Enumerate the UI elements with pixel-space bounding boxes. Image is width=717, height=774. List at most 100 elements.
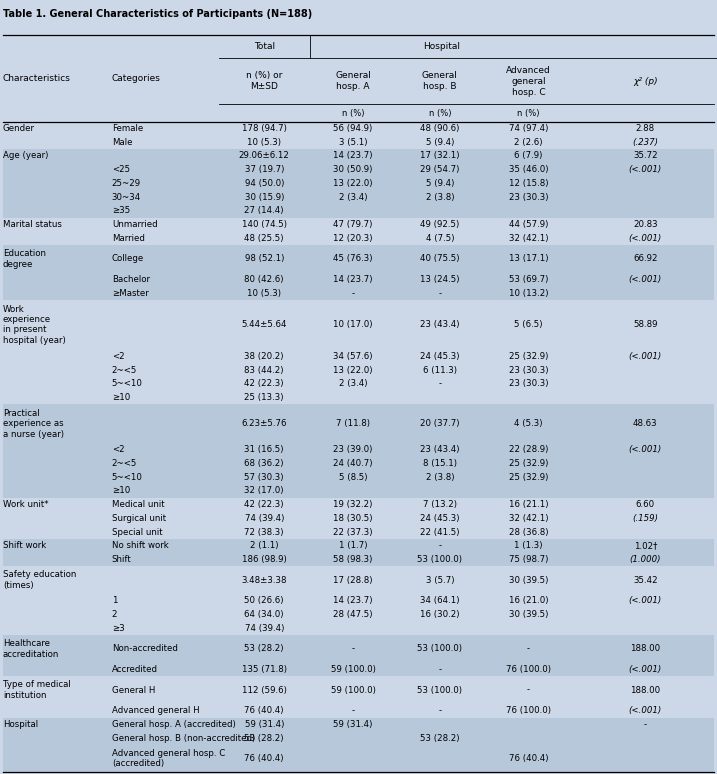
Text: 20.83: 20.83 (633, 220, 657, 229)
Text: 76 (100.0): 76 (100.0) (506, 706, 551, 715)
Text: 1 (1.7): 1 (1.7) (339, 541, 367, 550)
Text: -: - (527, 686, 530, 694)
Text: 19 (32.2): 19 (32.2) (333, 500, 373, 509)
Text: 2~<5: 2~<5 (112, 365, 137, 375)
Text: 140 (74.5): 140 (74.5) (242, 220, 287, 229)
Text: 30~34: 30~34 (112, 193, 141, 201)
Text: ≥10: ≥10 (112, 486, 130, 495)
Text: 10 (13.2): 10 (13.2) (508, 289, 549, 298)
Bar (3, 245, 714, 300)
Text: 24 (45.3): 24 (45.3) (420, 514, 460, 523)
Text: ≥3: ≥3 (112, 624, 125, 633)
Text: 178 (94.7): 178 (94.7) (242, 124, 287, 133)
Text: 188.00: 188.00 (630, 686, 660, 694)
Text: 13 (17.1): 13 (17.1) (508, 255, 549, 263)
Text: 20 (37.7): 20 (37.7) (420, 420, 460, 428)
Text: 74 (97.4): 74 (97.4) (509, 124, 548, 133)
Text: 3 (5.1): 3 (5.1) (339, 138, 367, 146)
Text: Non-accredited: Non-accredited (112, 645, 178, 653)
Text: 10 (5.3): 10 (5.3) (247, 138, 281, 146)
Text: <2: <2 (112, 445, 125, 454)
Text: 2.88: 2.88 (636, 124, 655, 133)
Text: 42 (22.3): 42 (22.3) (244, 500, 284, 509)
Text: 2~<5: 2~<5 (112, 459, 137, 468)
Bar (3, 404, 714, 498)
Text: 24 (45.3): 24 (45.3) (420, 352, 460, 361)
Text: ≥35: ≥35 (112, 207, 130, 215)
Text: 30 (15.9): 30 (15.9) (244, 193, 284, 201)
Text: (<.001): (<.001) (629, 165, 662, 174)
Text: -: - (527, 645, 530, 653)
Text: 188.00: 188.00 (630, 645, 660, 653)
Text: ≥10: ≥10 (112, 393, 130, 402)
Text: -: - (438, 379, 442, 389)
Text: 30 (39.5): 30 (39.5) (509, 576, 548, 584)
Bar (3, 300, 714, 404)
Text: Bachelor: Bachelor (112, 275, 150, 284)
Text: 13 (24.5): 13 (24.5) (420, 275, 460, 284)
Text: 94 (50.0): 94 (50.0) (244, 179, 284, 188)
Text: (<.001): (<.001) (629, 665, 662, 674)
Text: 50 (26.6): 50 (26.6) (244, 596, 284, 605)
Text: 38 (20.2): 38 (20.2) (244, 352, 284, 361)
Text: Shift: Shift (112, 555, 132, 564)
Text: 10 (17.0): 10 (17.0) (333, 320, 373, 329)
Text: 57 (30.3): 57 (30.3) (244, 473, 284, 481)
Text: (<.001): (<.001) (629, 352, 662, 361)
Text: 53 (100.0): 53 (100.0) (417, 555, 462, 564)
Text: 25 (13.3): 25 (13.3) (244, 393, 284, 402)
Text: 74 (39.4): 74 (39.4) (244, 624, 284, 633)
Text: 44 (57.9): 44 (57.9) (509, 220, 548, 229)
Text: -: - (644, 720, 647, 729)
Text: Table 1. General Characteristics of Participants (N=188): Table 1. General Characteristics of Part… (3, 9, 312, 19)
Text: 6.60: 6.60 (636, 500, 655, 509)
Text: 25 (32.9): 25 (32.9) (509, 459, 548, 468)
Text: 72 (38.3): 72 (38.3) (244, 528, 284, 536)
Text: 40 (75.5): 40 (75.5) (420, 255, 460, 263)
Text: 59 (31.4): 59 (31.4) (244, 720, 284, 729)
Text: 13 (22.0): 13 (22.0) (333, 179, 373, 188)
Text: Advanced general hosp. C
(accredited): Advanced general hosp. C (accredited) (112, 749, 225, 769)
Text: General hosp. B (non-accredited): General hosp. B (non-accredited) (112, 734, 255, 742)
Text: 32 (17.0): 32 (17.0) (244, 486, 284, 495)
Text: (<.001): (<.001) (629, 706, 662, 715)
Text: Medical unit: Medical unit (112, 500, 164, 509)
Bar (3, 676, 714, 717)
Text: 35.42: 35.42 (633, 576, 657, 584)
Text: 29 (54.7): 29 (54.7) (420, 165, 460, 174)
Text: 98 (52.1): 98 (52.1) (244, 255, 284, 263)
Text: 5 (9.4): 5 (9.4) (426, 179, 454, 188)
Text: Work
experience
in present
hospital (year): Work experience in present hospital (yea… (3, 305, 66, 345)
Text: -: - (438, 665, 442, 674)
Text: 22 (37.3): 22 (37.3) (333, 528, 373, 536)
Text: 32 (42.1): 32 (42.1) (508, 514, 549, 523)
Bar (3, 35, 714, 122)
Text: (<.001): (<.001) (629, 234, 662, 243)
Text: χ² (p): χ² (p) (633, 77, 657, 86)
Text: 14 (23.7): 14 (23.7) (333, 596, 373, 605)
Text: Surgical unit: Surgical unit (112, 514, 166, 523)
Text: 48 (25.5): 48 (25.5) (244, 234, 284, 243)
Text: 80 (42.6): 80 (42.6) (244, 275, 284, 284)
Text: Safety education
(times): Safety education (times) (3, 570, 76, 590)
Text: 53 (28.2): 53 (28.2) (244, 645, 284, 653)
Bar (3, 498, 714, 539)
Text: 17 (32.1): 17 (32.1) (420, 152, 460, 160)
Text: Type of medical
institution: Type of medical institution (3, 680, 70, 700)
Text: 25 (32.9): 25 (32.9) (509, 352, 548, 361)
Text: 28 (47.5): 28 (47.5) (333, 610, 373, 619)
Text: 4 (5.3): 4 (5.3) (514, 420, 543, 428)
Text: 3 (5.7): 3 (5.7) (426, 576, 454, 584)
Text: 25~29: 25~29 (112, 179, 141, 188)
Text: -: - (438, 706, 442, 715)
Text: 16 (30.2): 16 (30.2) (420, 610, 460, 619)
Text: 45 (76.3): 45 (76.3) (333, 255, 373, 263)
Text: General hosp. A (accredited): General hosp. A (accredited) (112, 720, 236, 729)
Text: Healthcare
accreditation: Healthcare accreditation (3, 639, 60, 659)
Text: -: - (351, 289, 355, 298)
Text: 29.06±6.12: 29.06±6.12 (239, 152, 290, 160)
Text: 28 (36.8): 28 (36.8) (508, 528, 549, 536)
Text: 7 (13.2): 7 (13.2) (423, 500, 457, 509)
Text: 2 (2.6): 2 (2.6) (514, 138, 543, 146)
Text: 5~<10: 5~<10 (112, 473, 143, 481)
